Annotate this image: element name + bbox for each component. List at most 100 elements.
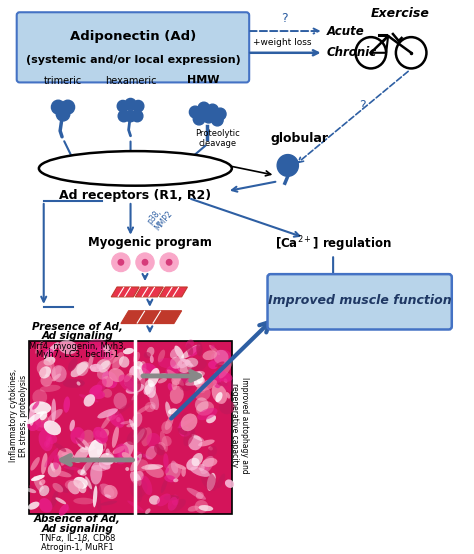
Ellipse shape: [70, 420, 75, 432]
Ellipse shape: [96, 359, 109, 370]
Ellipse shape: [36, 420, 52, 431]
Ellipse shape: [187, 359, 207, 372]
Ellipse shape: [185, 358, 198, 367]
Ellipse shape: [89, 384, 102, 395]
Ellipse shape: [99, 460, 110, 470]
Ellipse shape: [191, 453, 203, 466]
Text: Absence of Ad,: Absence of Ad,: [34, 514, 121, 524]
Ellipse shape: [130, 393, 144, 402]
Ellipse shape: [188, 346, 201, 357]
Ellipse shape: [218, 382, 228, 386]
Polygon shape: [111, 287, 139, 297]
Ellipse shape: [88, 354, 93, 369]
Text: Ad receptors (R1, R2): Ad receptors (R1, R2): [59, 188, 211, 202]
Ellipse shape: [115, 402, 133, 416]
Ellipse shape: [209, 345, 220, 355]
Ellipse shape: [145, 509, 151, 514]
Ellipse shape: [195, 500, 208, 513]
Ellipse shape: [52, 373, 61, 381]
Circle shape: [117, 100, 128, 112]
Ellipse shape: [35, 414, 50, 428]
Circle shape: [118, 110, 129, 122]
Ellipse shape: [119, 356, 129, 368]
Text: ?: ?: [359, 99, 365, 112]
Ellipse shape: [76, 438, 90, 450]
Ellipse shape: [208, 361, 218, 370]
Ellipse shape: [164, 468, 169, 474]
Ellipse shape: [102, 389, 112, 398]
Ellipse shape: [133, 428, 146, 438]
Ellipse shape: [132, 389, 139, 400]
Circle shape: [277, 155, 299, 176]
Ellipse shape: [201, 463, 209, 471]
Text: Improved autophagy and
regenerative capacity: Improved autophagy and regenerative capa…: [230, 377, 249, 474]
Ellipse shape: [103, 345, 111, 352]
Ellipse shape: [200, 456, 214, 474]
Ellipse shape: [55, 497, 66, 504]
Ellipse shape: [77, 469, 87, 476]
Ellipse shape: [117, 444, 125, 461]
Ellipse shape: [68, 481, 80, 494]
Ellipse shape: [80, 458, 94, 475]
Ellipse shape: [136, 455, 148, 459]
Ellipse shape: [120, 420, 133, 424]
Ellipse shape: [40, 411, 47, 420]
Text: Myh7, LC3, beclin-1: Myh7, LC3, beclin-1: [36, 350, 119, 358]
Ellipse shape: [109, 368, 125, 382]
Ellipse shape: [170, 386, 184, 404]
Ellipse shape: [178, 425, 188, 435]
Ellipse shape: [56, 378, 72, 384]
Ellipse shape: [141, 427, 152, 447]
Ellipse shape: [94, 443, 105, 450]
Ellipse shape: [79, 394, 99, 402]
Ellipse shape: [133, 455, 142, 464]
Ellipse shape: [146, 347, 155, 357]
Ellipse shape: [91, 465, 107, 471]
Ellipse shape: [102, 376, 113, 387]
Ellipse shape: [161, 478, 168, 493]
Ellipse shape: [53, 454, 60, 470]
Text: Ad signaling: Ad signaling: [42, 524, 113, 534]
Ellipse shape: [93, 485, 97, 507]
Ellipse shape: [129, 366, 143, 381]
Ellipse shape: [75, 438, 85, 448]
Ellipse shape: [44, 356, 55, 366]
Text: Adiponectin (Ad): Adiponectin (Ad): [70, 30, 196, 43]
Ellipse shape: [130, 454, 142, 471]
Ellipse shape: [102, 371, 118, 388]
Ellipse shape: [179, 372, 191, 383]
Ellipse shape: [105, 494, 111, 497]
Ellipse shape: [154, 444, 165, 455]
Circle shape: [203, 111, 214, 123]
Ellipse shape: [181, 412, 190, 422]
Ellipse shape: [179, 419, 184, 428]
Ellipse shape: [54, 422, 58, 432]
Ellipse shape: [132, 412, 142, 428]
Text: p38,
MMP2: p38, MMP2: [145, 203, 174, 233]
Text: Exercise: Exercise: [371, 7, 430, 20]
Ellipse shape: [219, 399, 235, 414]
Ellipse shape: [112, 446, 125, 454]
Text: HMW: HMW: [187, 75, 219, 85]
Ellipse shape: [29, 485, 35, 490]
Ellipse shape: [77, 381, 81, 386]
Ellipse shape: [188, 506, 199, 512]
Ellipse shape: [170, 499, 186, 512]
Ellipse shape: [38, 430, 53, 451]
Text: Proteolytic
cleavage: Proteolytic cleavage: [195, 129, 240, 148]
Ellipse shape: [97, 442, 107, 455]
Ellipse shape: [87, 478, 101, 498]
Text: globular: globular: [270, 132, 328, 145]
Ellipse shape: [213, 375, 221, 388]
Ellipse shape: [91, 390, 105, 399]
Ellipse shape: [84, 339, 106, 353]
Ellipse shape: [137, 405, 150, 414]
Ellipse shape: [163, 453, 169, 469]
Ellipse shape: [32, 389, 47, 405]
Ellipse shape: [85, 476, 92, 489]
Ellipse shape: [93, 427, 108, 444]
Ellipse shape: [144, 383, 154, 395]
Ellipse shape: [135, 361, 143, 370]
Ellipse shape: [46, 434, 57, 444]
Ellipse shape: [100, 501, 117, 506]
